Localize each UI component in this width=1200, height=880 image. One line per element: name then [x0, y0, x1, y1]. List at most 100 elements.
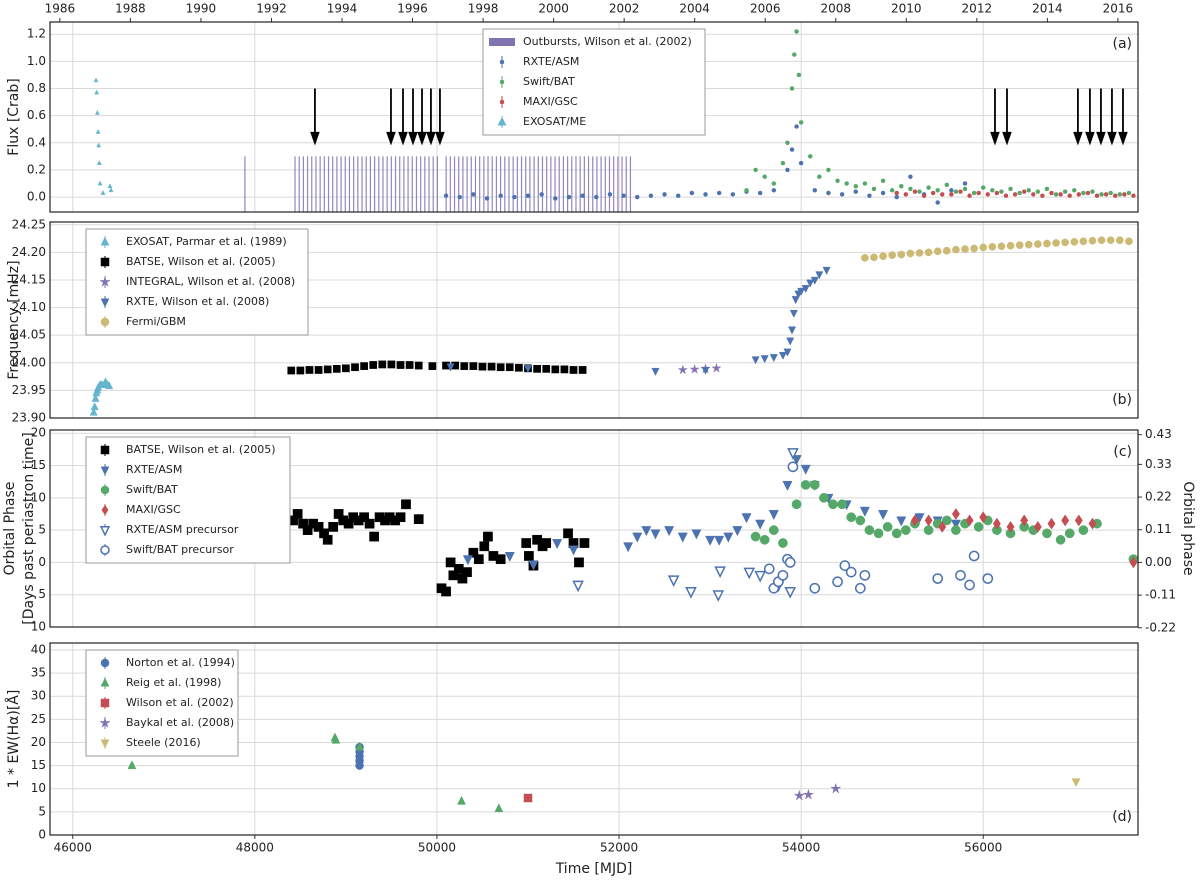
marker	[1061, 514, 1070, 527]
marker	[313, 522, 324, 532]
y2-tick-label: 0.22	[1145, 490, 1172, 504]
periastron-arrow	[435, 88, 445, 146]
marker	[801, 285, 810, 294]
y-tick-label: 20	[31, 426, 46, 440]
marker	[1055, 534, 1066, 545]
marker	[701, 366, 710, 375]
marker	[785, 140, 790, 146]
marker	[844, 181, 849, 186]
marker	[861, 254, 869, 262]
marker	[1008, 186, 1013, 192]
marker	[1021, 189, 1027, 194]
marker	[462, 555, 473, 566]
marker	[988, 242, 997, 251]
marker	[560, 365, 569, 374]
marker	[864, 525, 875, 535]
marker	[505, 363, 514, 372]
marker	[1058, 192, 1063, 197]
marker	[942, 246, 951, 255]
marker	[845, 566, 857, 578]
marker	[806, 279, 815, 288]
legend-label: BATSE, Wilson et al. (2005)	[126, 255, 275, 268]
outburst-bar	[567, 156, 569, 212]
marker	[675, 193, 681, 198]
outburst-bar	[394, 156, 397, 212]
marker	[496, 363, 505, 372]
panel-frame	[49, 21, 1139, 213]
legend-label: Outbursts, Wilson et al. (2002)	[523, 35, 692, 48]
marker	[94, 109, 100, 115]
outburst-bar	[453, 156, 456, 212]
y-tick-label: 24.20	[12, 245, 46, 259]
marker	[1103, 192, 1109, 197]
marker	[650, 529, 661, 540]
marker	[302, 525, 313, 535]
marker	[714, 535, 725, 546]
marker	[342, 364, 350, 373]
marker	[1033, 240, 1042, 248]
legend-marker	[497, 116, 507, 126]
marker	[778, 351, 787, 360]
marker	[933, 247, 942, 256]
marker	[1024, 240, 1033, 249]
marker	[714, 566, 726, 579]
outburst-bar	[323, 156, 325, 212]
marker	[723, 532, 734, 543]
marker	[413, 514, 424, 524]
outburst-bar	[403, 156, 405, 212]
y-tick-label: 23.90	[12, 411, 46, 425]
x-tick-label: 50000	[418, 841, 456, 855]
marker	[791, 296, 800, 305]
outburst-bar	[332, 156, 334, 212]
marker	[792, 52, 797, 57]
y2-tick-label: -0.11	[1145, 588, 1176, 602]
marker	[578, 366, 587, 374]
legend-marker	[100, 298, 110, 308]
marker	[127, 760, 137, 770]
marker	[744, 188, 749, 193]
legend-label: EXOSAT, Parmar et al. (1989)	[126, 235, 287, 248]
legend-label: Steele (2016)	[126, 736, 201, 749]
marker	[997, 242, 1006, 251]
outburst-bar	[386, 156, 388, 212]
outburst-bar	[525, 156, 527, 212]
marker	[879, 252, 887, 261]
periastron-arrow	[426, 88, 436, 146]
marker	[951, 525, 961, 535]
marker	[1017, 190, 1022, 196]
marker	[471, 192, 476, 197]
y-tick-label: 10	[31, 490, 46, 504]
top-tick-label: 2004	[679, 2, 710, 16]
top-tick-label: 2008	[820, 2, 851, 16]
legend-label: MAXI/GSC	[126, 503, 181, 516]
marker	[867, 193, 872, 198]
top-tick-label: 2002	[609, 2, 640, 16]
marker	[460, 362, 469, 370]
marker	[763, 563, 775, 575]
outburst-bar	[504, 156, 506, 212]
marker	[1042, 528, 1052, 539]
y2-tick-label: 0.43	[1145, 427, 1172, 441]
marker	[1040, 193, 1045, 198]
outburst-bar	[361, 156, 363, 212]
marker	[921, 193, 927, 198]
marker	[815, 271, 824, 280]
marker	[1094, 193, 1100, 198]
marker	[932, 573, 944, 584]
marker	[553, 196, 558, 201]
marker	[621, 193, 626, 198]
outburst-bar	[483, 156, 485, 212]
marker	[798, 120, 804, 125]
marker	[1071, 778, 1081, 788]
marker	[1112, 193, 1118, 198]
marker	[768, 510, 779, 521]
marker	[846, 512, 857, 523]
marker	[685, 587, 697, 599]
marker	[880, 190, 886, 196]
marker	[964, 579, 975, 591]
marker	[990, 188, 995, 193]
periastron-arrow	[1107, 88, 1117, 146]
marker	[473, 554, 484, 565]
legend-box	[85, 649, 239, 757]
